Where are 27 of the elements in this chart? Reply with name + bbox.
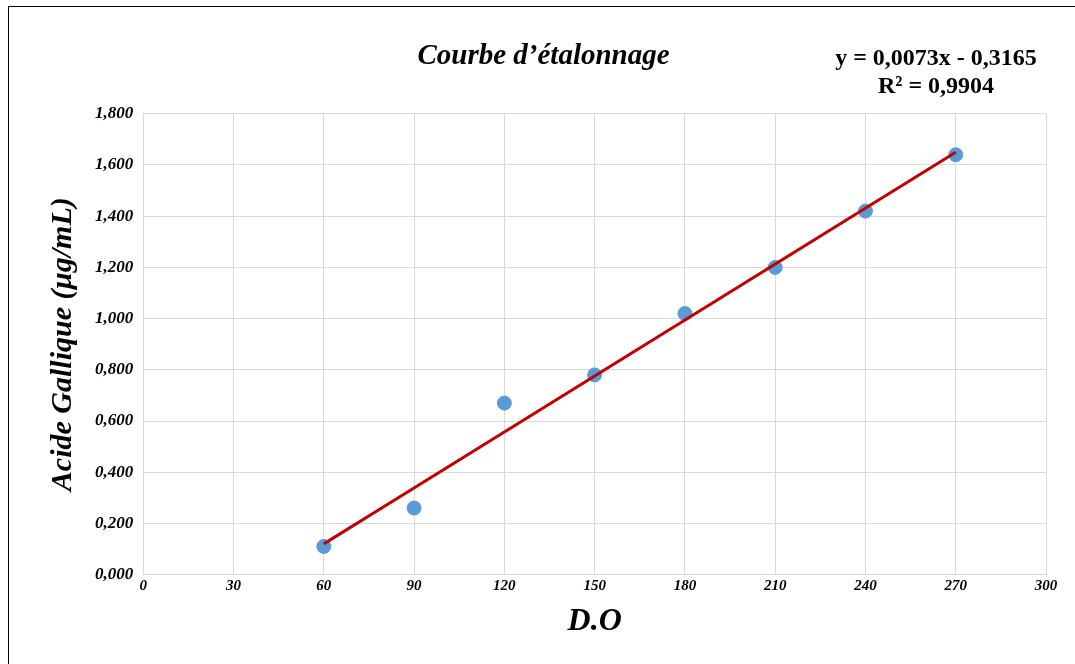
point xyxy=(496,395,512,411)
text: y = 0,0073x - 0,3165 xyxy=(835,44,1037,70)
y-tick-label: 0,000 xyxy=(95,563,134,583)
text: R² = 0,9904 xyxy=(877,72,995,98)
y-tick-label: 1,200 xyxy=(95,256,134,276)
x-tick-label: 270 xyxy=(943,577,968,594)
x-tick-label: 90 xyxy=(406,577,423,594)
chart-title: Courbe d’étalonnage xyxy=(417,37,670,70)
y-tick-label: 0,200 xyxy=(95,512,134,532)
y-tick-label: 0,600 xyxy=(95,410,134,430)
x-tick-label: 210 xyxy=(762,577,787,594)
y-tick-label: 0,800 xyxy=(95,359,134,379)
y-tick-label: 1,800 xyxy=(95,103,134,123)
x-tick-label: 120 xyxy=(493,577,517,594)
y-tick-label: 0,400 xyxy=(95,461,134,481)
y-tick-label: 1,000 xyxy=(95,307,134,327)
y-tick-label: 1,400 xyxy=(95,205,134,225)
point xyxy=(406,500,422,516)
x-tick-label: 60 xyxy=(316,577,332,594)
x-tick-label: 0 xyxy=(139,577,148,594)
x-tick-label: 240 xyxy=(853,577,878,594)
x-tick-label: 180 xyxy=(673,577,697,594)
y-axis-title: Acide Gallique (µg/mL) xyxy=(43,197,78,494)
x-tick-label: 30 xyxy=(225,577,242,594)
y-tick-label: 1,600 xyxy=(95,154,134,174)
x-tick-label: 300 xyxy=(1033,577,1058,594)
x-tick-label: 150 xyxy=(583,577,607,594)
